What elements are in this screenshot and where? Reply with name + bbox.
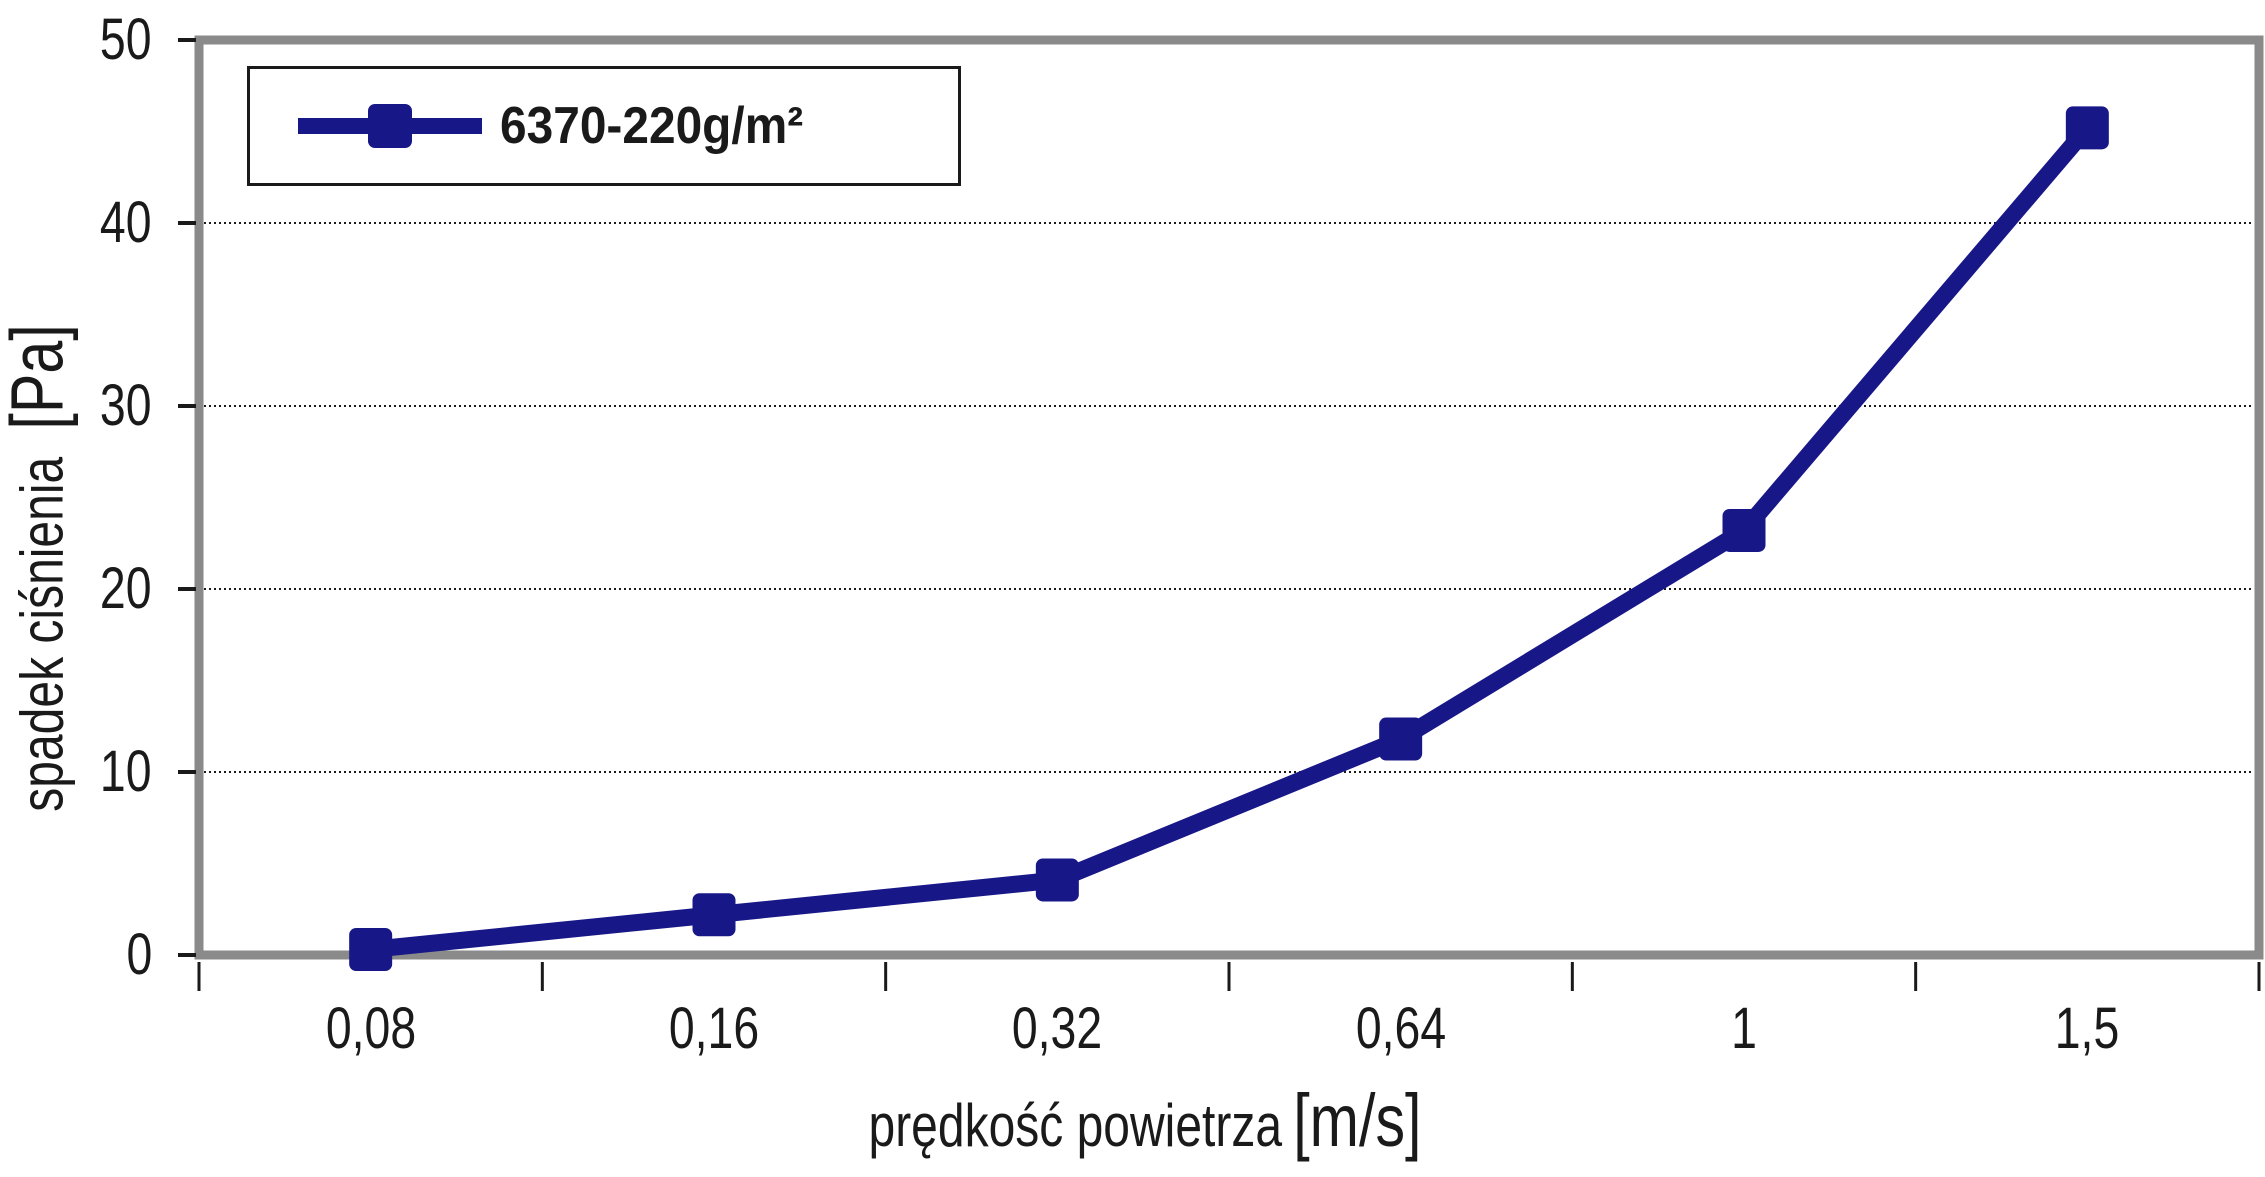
data-point-marker [1035,858,1079,902]
x-tick-label: 0,16 [668,996,760,1061]
x-tick-label: 0,08 [325,996,416,1061]
legend-series-label: 6370-220g/m² [500,97,804,155]
legend-box: 6370-220g/m² [247,66,961,186]
x-tick-label: 0,64 [1355,996,1446,1061]
x-tick-label: 1,5 [2055,996,2120,1061]
data-point-marker [1379,717,1423,761]
series-line [362,119,2096,959]
data-point-marker [1722,508,1766,552]
x-axis-title-text: prędkość powietrza [868,1092,1283,1159]
y-axis-unit: [Pa] [0,324,79,430]
y-tick-label: 20 [100,556,152,621]
x-axis-unit: [m/s] [1293,1079,1422,1162]
data-point-marker [692,893,736,937]
y-tick-label: 30 [100,373,152,438]
y-tick-label: 10 [100,739,152,804]
y-tick-label: 40 [100,190,152,255]
x-tick-label: 1 [1731,996,1757,1061]
y-axis-title-text: spadek ciśnienia [8,456,76,812]
y-tick-label: 0 [126,922,152,987]
legend-series-marker-icon [298,104,482,148]
x-tick-label: 0,32 [1012,996,1103,1061]
y-axis-title: spadek ciśnienia [Pa] [0,263,79,872]
y-tick-label: 50 [100,7,152,72]
data-point-marker [2065,106,2109,150]
data-point-marker [349,928,393,972]
x-axis-title: prędkość powietrza [m/s] [799,1084,1490,1161]
